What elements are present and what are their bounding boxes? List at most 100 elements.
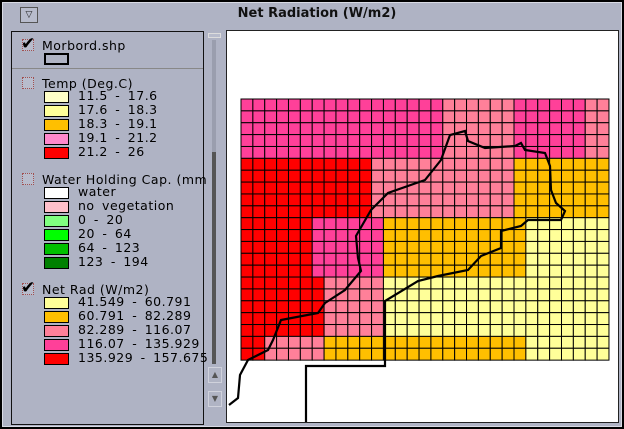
grid-cell xyxy=(596,324,610,337)
grid-cell xyxy=(489,324,503,337)
grid-cell xyxy=(406,122,420,136)
grid-cell xyxy=(501,324,515,337)
grid-cell xyxy=(347,335,361,349)
grid-cell xyxy=(418,193,432,207)
grid-cell xyxy=(584,157,598,171)
grid-cell xyxy=(311,252,325,266)
grid-cell xyxy=(584,205,598,219)
grid-cell xyxy=(276,98,289,112)
grid-cell xyxy=(335,181,349,195)
grid-cell xyxy=(359,300,373,314)
grid-cell xyxy=(287,217,301,231)
layer-visibility-checkbox[interactable] xyxy=(22,173,34,185)
grid-cell xyxy=(501,122,515,136)
grid-cell xyxy=(454,110,468,124)
grid-cell xyxy=(549,324,562,337)
grid-cell xyxy=(323,264,337,278)
grid-cell xyxy=(466,229,479,242)
grid-cell xyxy=(477,134,491,147)
morocco-border-outline xyxy=(228,129,567,424)
scroll-track[interactable] xyxy=(212,40,216,152)
grid-cell xyxy=(347,157,361,171)
grid-cell xyxy=(466,169,479,183)
grid-cell xyxy=(572,252,586,266)
grid-cell xyxy=(489,312,503,326)
grid-cell xyxy=(299,134,313,147)
grid-cell xyxy=(454,288,468,302)
grid-cell xyxy=(252,205,266,219)
grid-cell xyxy=(323,169,337,183)
grid-cell xyxy=(347,181,361,195)
grid-cell xyxy=(335,98,349,112)
map-view[interactable] xyxy=(226,30,619,424)
grid-cell xyxy=(394,145,408,159)
grid-cell xyxy=(264,122,278,136)
grid-cell xyxy=(359,229,373,242)
grid-cell xyxy=(466,276,479,290)
grid-cell xyxy=(489,335,503,349)
grid-cell xyxy=(299,324,313,337)
grid-cell xyxy=(442,347,456,361)
layer-name[interactable]: Temp (Deg.C) xyxy=(42,76,133,91)
layer-name[interactable]: Net Rad (W/m2) xyxy=(42,282,150,297)
scroll-up-button[interactable]: ▲ xyxy=(208,367,222,383)
grid-cell xyxy=(359,252,373,266)
grid-cell xyxy=(466,347,479,361)
grid-cell xyxy=(560,324,574,337)
layer-visibility-checkbox[interactable] xyxy=(22,77,34,89)
grid-cell xyxy=(335,110,349,124)
layer-name[interactable]: Morbord.shp xyxy=(42,38,126,53)
window-menu-button[interactable]: ▽ xyxy=(20,7,38,23)
grid-cell xyxy=(382,169,396,183)
grid-cell xyxy=(513,98,527,112)
grid-cell xyxy=(584,288,598,302)
grid-cell xyxy=(287,324,301,337)
grid-cell xyxy=(513,169,527,183)
grid-cell xyxy=(572,217,586,231)
legend-swatch xyxy=(44,105,69,117)
grid-cell xyxy=(252,288,266,302)
legend-item-label: 0 - 20 xyxy=(78,212,124,227)
grid-cell xyxy=(287,335,301,349)
grid-cell xyxy=(240,193,254,207)
grid-cell xyxy=(513,110,527,124)
grid-cell xyxy=(442,240,456,254)
legend-scrollbar[interactable] xyxy=(206,33,221,413)
scroll-thumb[interactable] xyxy=(212,152,216,364)
grid-cell xyxy=(477,193,491,207)
grid-cell xyxy=(560,229,574,242)
grid-cell xyxy=(240,134,254,147)
grid-cell xyxy=(299,169,313,183)
grid-cell xyxy=(371,312,384,326)
grid-cell xyxy=(287,205,301,219)
grid-cell xyxy=(299,193,313,207)
grid-cell xyxy=(596,122,610,136)
legend-item-label: 17.6 - 18.3 xyxy=(78,102,158,117)
grid-cell xyxy=(311,324,325,337)
grid-cell xyxy=(252,240,266,254)
layer-visibility-checkbox[interactable]: ✔ xyxy=(21,278,35,298)
grid-cell xyxy=(430,229,444,242)
grid-cell xyxy=(418,181,432,195)
grid-cell xyxy=(406,205,420,219)
grid-cell xyxy=(323,324,337,337)
grid-cell xyxy=(513,312,527,326)
grid-cell xyxy=(335,134,349,147)
grid-cell xyxy=(323,110,337,124)
grid-cell xyxy=(572,264,586,278)
grid-cell xyxy=(584,240,598,254)
grid-cell xyxy=(299,347,313,361)
scroll-top-cap[interactable] xyxy=(208,33,221,38)
grid-cell xyxy=(513,335,527,349)
grid-cell xyxy=(418,217,432,231)
grid-cell xyxy=(335,252,349,266)
scroll-down-button[interactable]: ▼ xyxy=(208,391,222,407)
grid-cell xyxy=(311,347,325,361)
layer-name[interactable]: Water Holding Cap. (mm xyxy=(42,172,208,187)
grid-cell xyxy=(513,276,527,290)
grid-cell xyxy=(489,134,503,147)
grid-cell xyxy=(299,252,313,266)
grid-cell xyxy=(394,110,408,124)
grid-cell xyxy=(335,300,349,314)
layer-visibility-checkbox[interactable]: ✔ xyxy=(21,34,35,54)
